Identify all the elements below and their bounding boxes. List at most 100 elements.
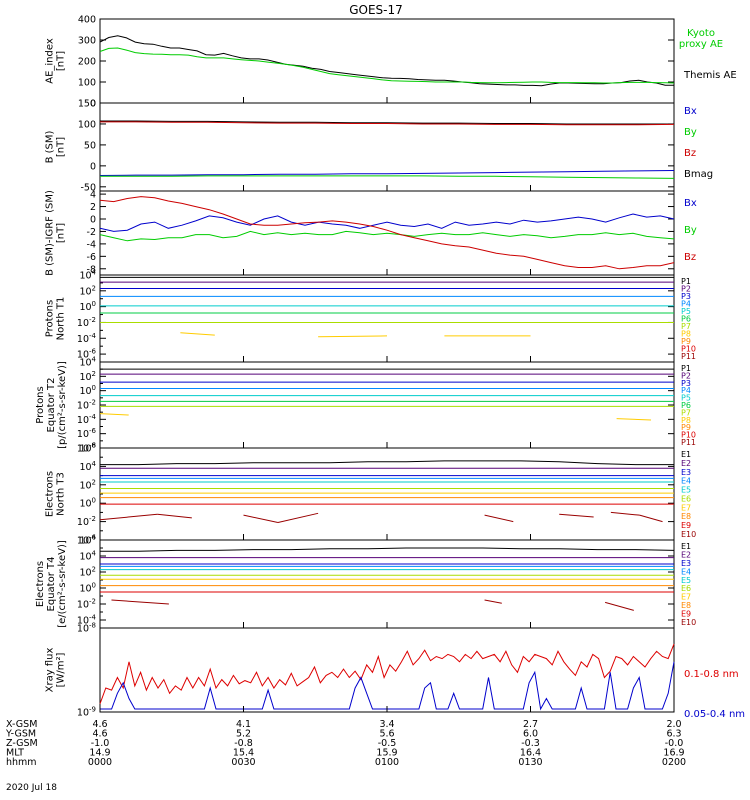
- y-tick-label: 10-2: [77, 515, 96, 528]
- legend-e6: E6: [681, 494, 691, 503]
- legend-p6: P6: [681, 401, 691, 410]
- x-row-label: MLT: [6, 748, 24, 759]
- panel-frame: [99, 539, 675, 629]
- x-row-label: Z-GSM: [6, 738, 38, 749]
- series-bx: [99, 213, 675, 232]
- legend-p11: P11: [681, 438, 696, 447]
- y-tick-label: 10-8: [77, 622, 96, 635]
- legend-e4: E4: [681, 477, 691, 486]
- y-tick-label: 10-6: [77, 348, 97, 361]
- x-tick-label: 5.2: [236, 729, 251, 740]
- panel-protons_north: 104 102 100 10-2 10-4 10-6 Protons North T1 P1P2…: [45, 269, 696, 363]
- series-p8-segment: [318, 335, 388, 338]
- y-tick-label: 102: [79, 566, 96, 579]
- y-tick-label: 106: [79, 534, 96, 547]
- series-e10-segment: [639, 514, 663, 523]
- series-e10-segment: [484, 599, 502, 604]
- legend-p1: P1: [681, 364, 691, 373]
- y-axis-label: Xray flux: [45, 648, 56, 693]
- panel-bdiff: 42 0-2-4 -6-8 B (SM)-IGRF (SM) [nT] Bx By Bz: [45, 190, 697, 276]
- x-tick-label: 0130: [518, 757, 542, 768]
- legend-p8: P8: [681, 330, 691, 339]
- y-tick-label: 100: [78, 78, 96, 89]
- y-tick-label: -4: [87, 239, 96, 250]
- y-axis-label: North T3: [56, 472, 67, 516]
- series-e1: [100, 460, 674, 466]
- legend-p5: P5: [681, 307, 691, 316]
- x-tick-label: -0.8: [234, 738, 253, 749]
- legend-bmag: Bmag: [684, 169, 713, 180]
- series-0-1-0-8-nm: [99, 643, 675, 704]
- y-tick-label: 150: [78, 99, 96, 110]
- y-tick-label: 10-4: [77, 534, 97, 547]
- legend-e6: E6: [681, 584, 691, 593]
- panel-electrons_equator: 106 104 102 100 10-2 10-4 Electrons Equator T4[…: [35, 534, 696, 629]
- y-axis-label: [p/(cm²-s-sr-keV)]: [57, 361, 68, 449]
- series-e10-segment: [277, 512, 319, 524]
- y-tick-label: 0: [90, 99, 96, 110]
- series-bz: [99, 196, 675, 270]
- x-tick-label: 15.4: [233, 748, 254, 759]
- y-tick-label: 104: [79, 550, 96, 563]
- y-tick-label: 10-2: [77, 316, 96, 329]
- series-p8-segment: [180, 332, 215, 336]
- y-tick-label: 10-8: [77, 442, 96, 455]
- y-axis-label: [nT]: [56, 51, 67, 71]
- legend-p11: P11: [681, 352, 696, 361]
- y-axis-label: [nT]: [56, 223, 67, 243]
- series-e10-segment: [99, 513, 158, 521]
- series-p8-segment: [99, 413, 129, 416]
- y-axis-label: B (SM)-IGRF (SM): [45, 190, 56, 276]
- legend-kyoto: Kyoto: [687, 28, 715, 39]
- x-tick-label: 5.6: [379, 729, 394, 740]
- series-by: [99, 230, 675, 242]
- y-tick-label: 10-4: [77, 332, 97, 345]
- legend-e7: E7: [681, 503, 691, 512]
- y-tick-label: -2: [87, 227, 96, 238]
- legend-by: By: [684, 127, 697, 138]
- y-tick-label: 10-4: [77, 413, 97, 426]
- x-row-label: hhmm: [6, 757, 37, 768]
- y-axis-label: [W/m²]: [56, 652, 67, 687]
- y-axis-label: [nT]: [56, 137, 67, 157]
- y-tick-label: 10-9: [77, 706, 96, 719]
- legend-p4: P4: [681, 386, 691, 395]
- legend-e10: E10: [681, 530, 696, 539]
- y-axis-label: Protons: [45, 300, 56, 337]
- panel-xray: 10-8 10-9 Xray flux [W/m²] 0.1-0.8 nm 0.05-0.…: [45, 622, 746, 721]
- y-tick-label: 104: [79, 356, 96, 369]
- x-tick-label: 16.4: [520, 748, 541, 759]
- y-tick-label: -8: [87, 264, 96, 275]
- x-tick-label: 2.7: [523, 719, 538, 730]
- x-tick-label: -0.0: [665, 738, 684, 749]
- legend-bz: Bz: [684, 252, 696, 263]
- y-axis-label: AE_index: [45, 38, 56, 84]
- y-axis-label: Protons: [35, 386, 46, 423]
- legend-e8: E8: [681, 601, 691, 610]
- legend-e8: E8: [681, 512, 691, 521]
- y-axis-label: B (SM): [45, 130, 56, 163]
- y-tick-label: 102: [79, 370, 96, 383]
- legend-p9: P9: [681, 337, 691, 346]
- x-tick-label: 16.9: [663, 748, 684, 759]
- x-tick-label: 0030: [231, 757, 255, 768]
- legend-p9: P9: [681, 423, 691, 432]
- series-kyoto-proxy-ae: [99, 47, 675, 84]
- series-by: [100, 175, 675, 179]
- date-label: 2020 Jul 18: [6, 783, 57, 793]
- x-tick-label: -0.3: [521, 738, 540, 749]
- y-tick-label: 104: [79, 460, 96, 473]
- legend-p2: P2: [681, 371, 691, 380]
- legend-p10: P10: [681, 431, 696, 440]
- chart-title: GOES-17: [349, 3, 403, 17]
- series-e10-segment: [157, 513, 192, 519]
- series-themis-ae: [99, 35, 674, 87]
- series-bx: [99, 170, 675, 176]
- legend-e3: E3: [681, 559, 691, 568]
- x-tick-label: 4.1: [236, 719, 251, 730]
- x-tick-label: 14.9: [89, 748, 110, 759]
- legend-e7: E7: [681, 593, 691, 602]
